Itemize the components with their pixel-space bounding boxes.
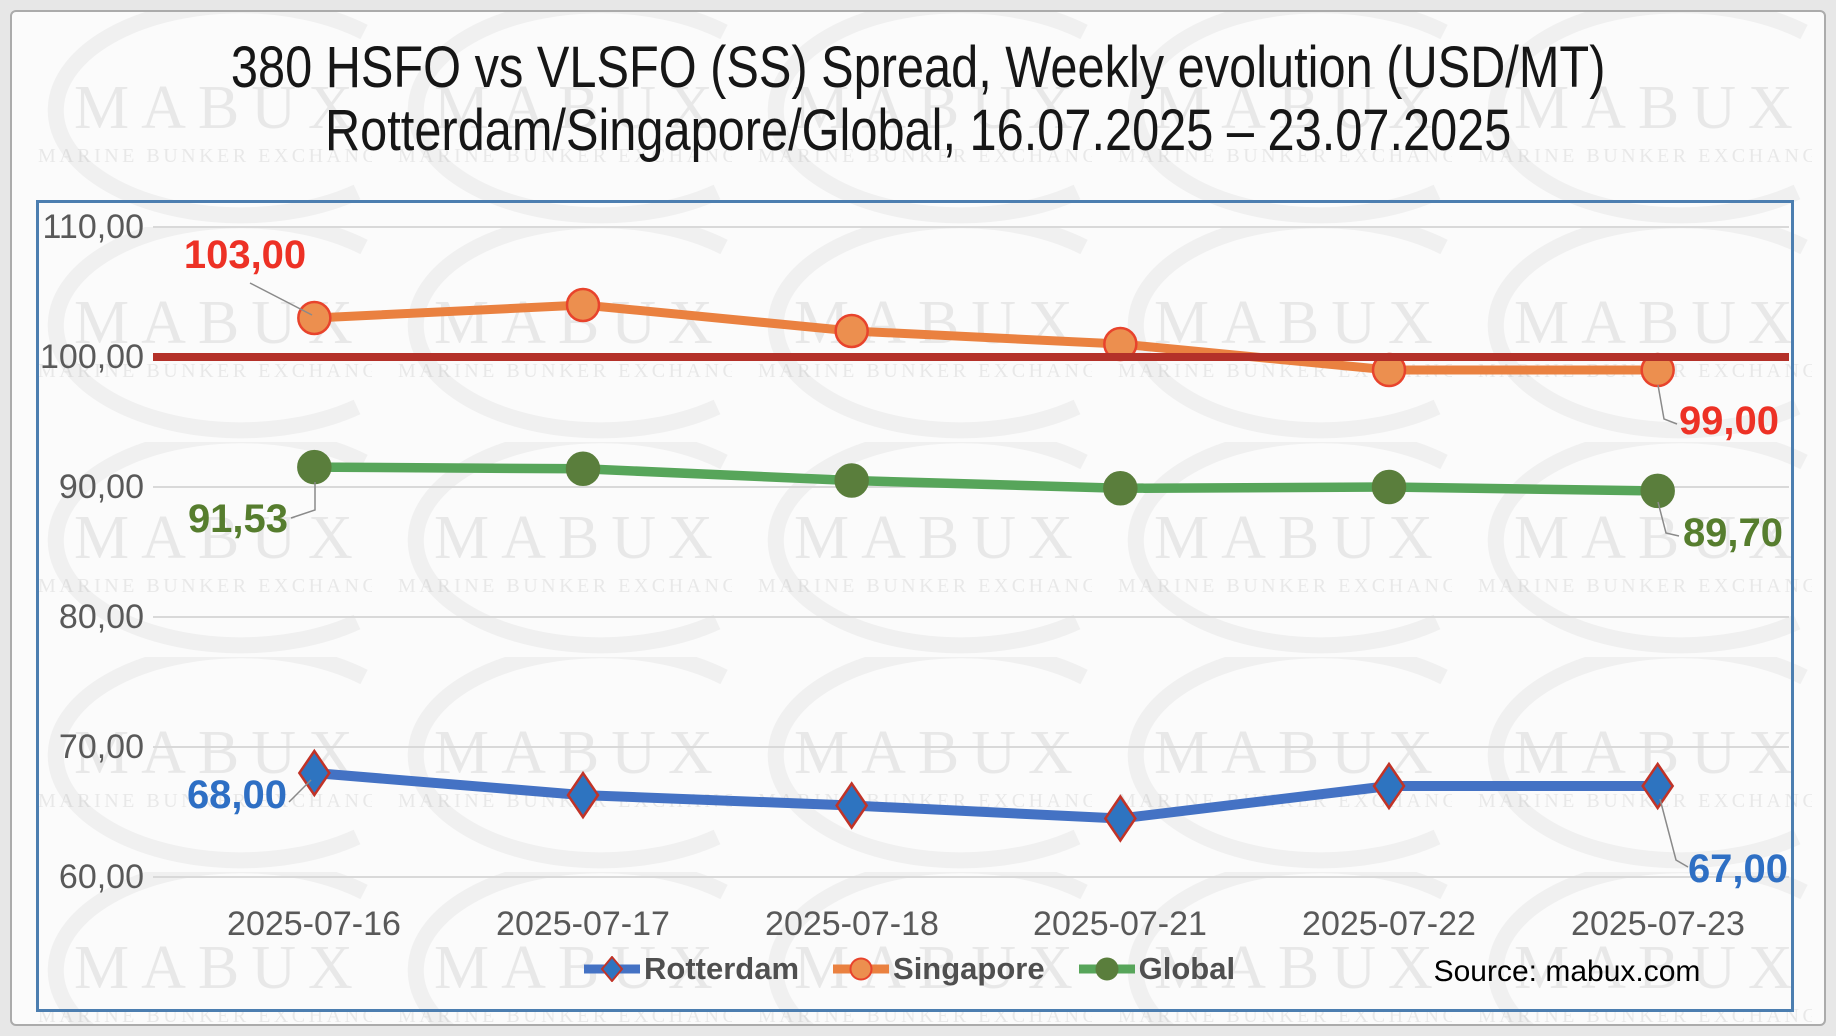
x-axis-tick-2025-07-23: 2025-07-23: [1571, 905, 1745, 943]
x-axis-tick-2025-07-21: 2025-07-21: [1033, 905, 1207, 943]
y-axis-tick-100: 100,00: [40, 338, 144, 376]
y-axis-tick-60: 60,00: [58, 858, 144, 896]
legend-label-singapore: Singapore: [893, 951, 1045, 986]
chart-title-line1: 380 HSFO vs VLSFO (SS) Spread, Weekly ev…: [230, 35, 1606, 100]
source-attribution: Source: mabux.com: [1433, 955, 1701, 988]
y-axis-tick-110: 110,00: [42, 208, 144, 246]
x-axis-tick-2025-07-17: 2025-07-17: [496, 905, 670, 943]
chart-title-line2: Rotterdam/Singapore/Global, 16.07.2025 –…: [324, 98, 1512, 163]
chart-legend: Rotterdam Singapore Global: [584, 951, 1235, 987]
legend-label-rotterdam: Rotterdam: [644, 951, 800, 986]
y-axis-tick-90: 90,00: [58, 468, 144, 506]
singapore-legend-marker-icon: [833, 957, 890, 981]
y-axis-tick-80: 80,00: [58, 598, 144, 636]
legend-item-rotterdam: Rotterdam: [584, 951, 799, 987]
data-label-singapore-last: 99,00: [1678, 399, 1780, 443]
global-legend-marker-icon: [1078, 957, 1135, 981]
x-axis-tick-2025-07-18: 2025-07-18: [765, 905, 939, 943]
chart-title: 380 HSFO vs VLSFO (SS) Spread, Weekly ev…: [0, 36, 1836, 162]
data-label-rotterdam-last: 67,00: [1687, 847, 1789, 891]
legend-item-global: Global: [1078, 951, 1236, 987]
data-label-global-last: 89,70: [1682, 511, 1784, 555]
rotterdam-legend-marker-icon: [584, 956, 640, 982]
data-label-rotterdam-first: 68,00: [186, 773, 288, 817]
data-label-singapore-first: 103,00: [183, 233, 307, 277]
chart-canvas: [153, 226, 1789, 878]
x-axis-tick-2025-07-16: 2025-07-16: [227, 905, 401, 943]
legend-item-singapore: Singapore: [833, 951, 1045, 987]
x-axis-tick-2025-07-22: 2025-07-22: [1302, 905, 1476, 943]
data-label-global-first: 91,53: [187, 497, 289, 541]
legend-label-global: Global: [1138, 951, 1236, 986]
y-axis-tick-70: 70,00: [58, 728, 144, 766]
chart-plot-area: 110,00 100,00 90,00 80,00 70,00 60,00 20…: [36, 200, 1794, 1012]
